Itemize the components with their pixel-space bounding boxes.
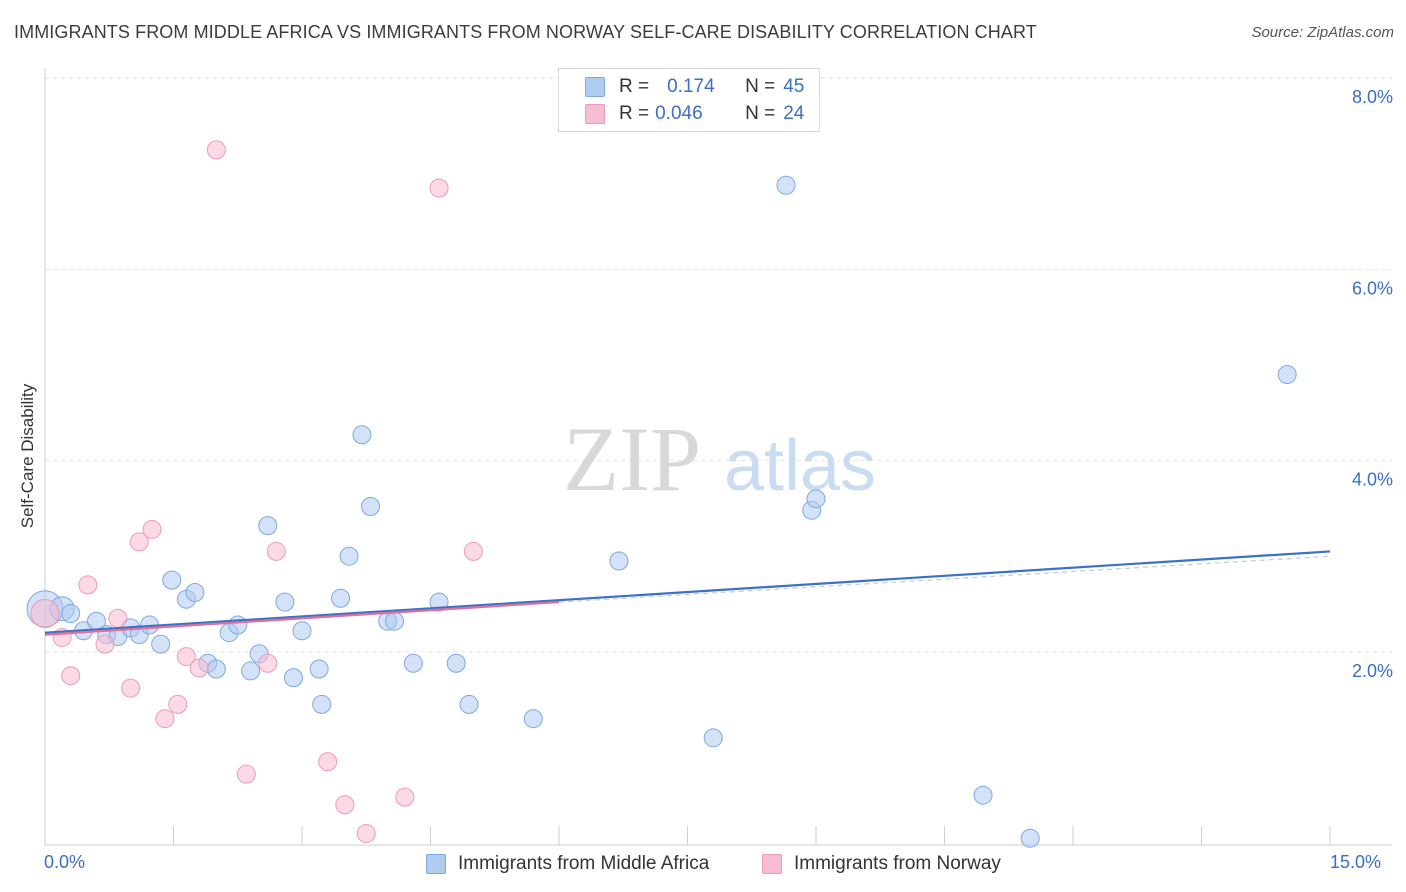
data-point [292,621,312,641]
series-norway-points [30,140,483,843]
source-label: Source: ZipAtlas.com [1251,24,1394,41]
data-point [385,611,405,631]
data-point [168,694,188,714]
data-point [523,709,543,729]
data-point [429,178,449,198]
data-point [142,519,162,539]
data-point [185,583,205,603]
legend-n-label: N = [745,103,776,124]
data-point [258,516,278,536]
bottom-legend-norway: Immigrants from Norway [762,852,1001,876]
trend-lines [44,550,1331,636]
data-point [129,532,149,552]
data-point [241,661,261,681]
data-point [609,551,629,571]
watermark-atlas: atlas [724,426,876,506]
data-point [236,764,256,784]
legend-n-value-1: 45 [783,76,805,97]
bottom-legend-label-2: Immigrants from Norway [794,853,1001,874]
y-axis-label: Self-Care Disability [18,383,37,529]
data-point [61,604,81,624]
data-point [459,694,479,714]
y-tick-label: 8.0% [1352,87,1393,107]
data-point [403,653,423,673]
bottom-legend-middle-africa: Immigrants from Middle Africa [426,852,709,876]
data-point [275,592,295,612]
legend-swatch-pink [585,104,605,124]
legend-row-norway: R = 0.046 N = 24 [585,103,804,125]
data-point [352,425,372,445]
series-middle-africa-points [26,175,1297,848]
data-point [776,175,796,195]
trend-extension-dashed [558,555,1331,603]
watermark: ZIP atlas [563,408,876,510]
legend-n-label: N = [745,76,776,97]
y-tick-label: 4.0% [1352,470,1393,490]
trend-line-norway [44,600,560,636]
y-tick-label: 2.0% [1352,661,1393,681]
data-point [206,659,226,679]
chart-title: IMMIGRANTS FROM MIDDLE AFRICA VS IMMIGRA… [14,22,1037,42]
data-point [228,615,248,635]
watermark-zip: ZIP [563,408,701,510]
data-point [283,668,303,688]
data-point [806,489,826,509]
trend-line-middle-africa [44,550,1331,634]
legend-r-label: R = [619,103,650,124]
legend-r-label: R = [619,76,650,97]
data-point [1020,828,1040,848]
data-point [395,787,415,807]
legend-n-value-2: 24 [783,103,805,124]
data-point [162,570,182,590]
data-point [108,608,128,628]
legend-row-middle-africa: R = 0.174 N = 45 [585,76,804,98]
data-point [30,599,60,629]
bottom-legend-swatch-blue [426,854,446,874]
data-point [973,785,993,805]
y-tick-labels: 2.0% 4.0% 6.0% 8.0% [1352,87,1393,681]
data-point [331,588,351,608]
data-point [266,541,286,561]
data-point [258,653,278,673]
data-point [361,496,381,516]
data-point [312,694,332,714]
data-point [151,634,171,654]
legend-swatch-blue [585,77,605,97]
legend-r-value-1: 0.174 [667,76,715,97]
data-point [206,140,226,160]
grid-lines [45,77,1392,653]
data-point [339,546,359,566]
data-point [463,541,483,561]
data-point [318,752,338,772]
y-tick-label: 6.0% [1352,278,1393,298]
data-point [121,678,141,698]
data-point [61,666,81,686]
x-tick-label-min: 0.0% [44,852,86,872]
axes [44,68,1392,846]
data-point [189,658,209,678]
legend-r-value-2: 0.046 [655,103,703,124]
data-point [309,659,329,679]
data-point [95,634,115,654]
data-point [703,728,723,748]
data-point [446,653,466,673]
legend-box: R = 0.174 N = 45 R = 0.046 N = 24 [558,68,820,132]
bottom-legend-label-1: Immigrants from Middle Africa [458,853,710,874]
data-point [155,709,175,729]
x-tick-label-max: 15.0% [1330,852,1382,872]
bottom-legend-swatch-pink [762,854,782,874]
data-point [356,823,376,843]
data-point [1277,365,1297,385]
data-point [78,575,98,595]
data-point [176,647,196,667]
data-point [335,795,355,815]
